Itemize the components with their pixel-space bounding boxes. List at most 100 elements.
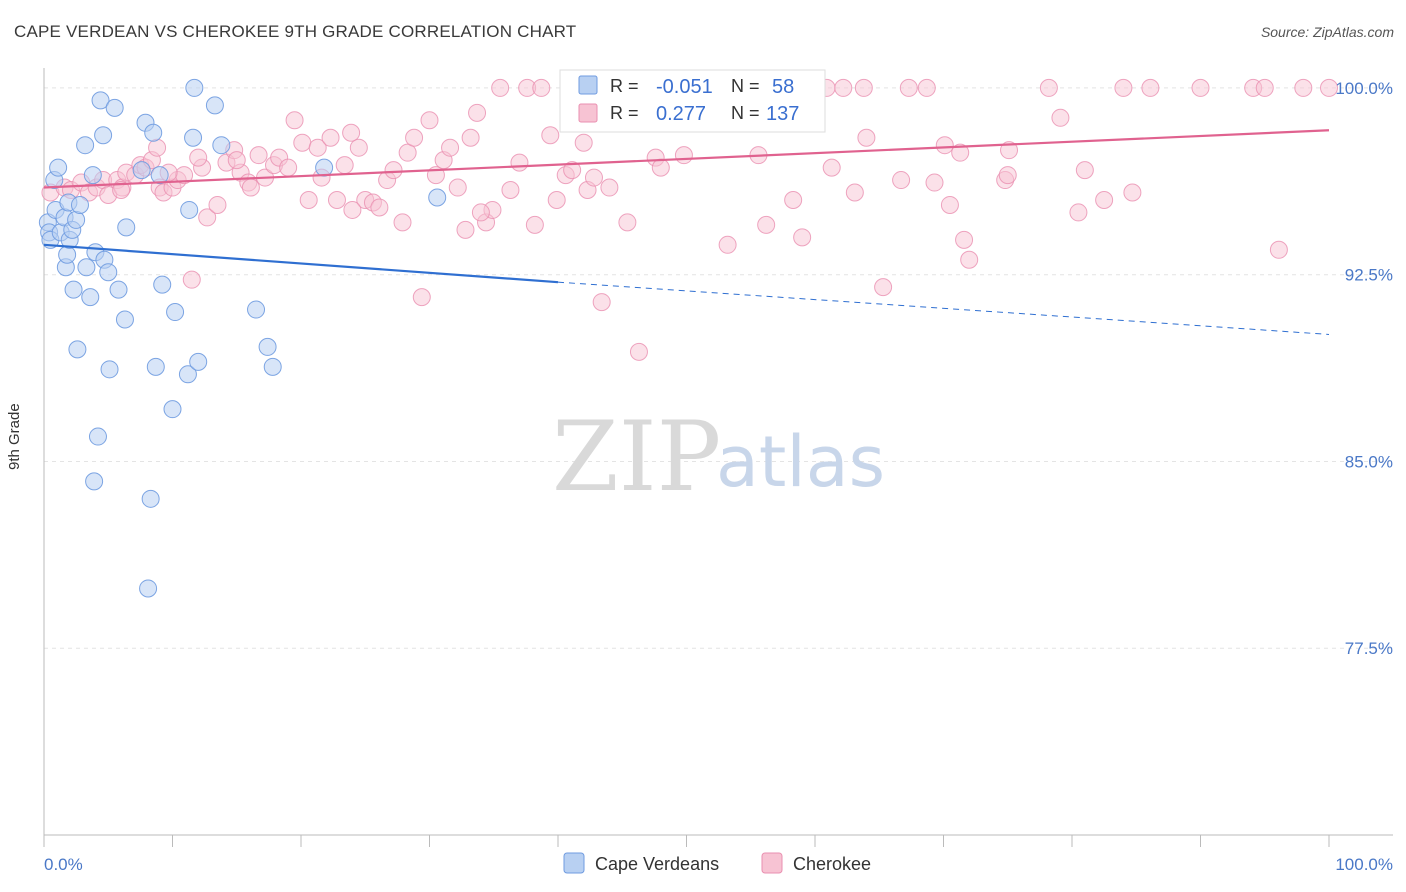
cape-verdean-point xyxy=(185,78,204,97)
y-tick-label: 100.0% xyxy=(1335,79,1393,98)
cape-verdean-point xyxy=(146,357,165,376)
watermark-atlas: atlas xyxy=(716,421,885,503)
stats-n-value-blue: 58 xyxy=(772,76,794,98)
cape-verdean-point xyxy=(70,195,89,214)
cape-verdean-point xyxy=(88,427,107,446)
cherokee-point xyxy=(718,235,737,254)
cherokee-point xyxy=(998,166,1017,185)
cherokee-point xyxy=(651,158,670,177)
cherokee-point xyxy=(1294,78,1313,97)
cherokee-point xyxy=(227,151,246,170)
cape-verdean-trend-extension xyxy=(557,281,1330,335)
cape-verdean-point xyxy=(76,136,95,155)
cape-verdean-point xyxy=(49,158,68,177)
cape-verdean-point xyxy=(263,357,282,376)
cherokee-point xyxy=(1123,183,1142,202)
cape-verdean-point xyxy=(68,340,87,359)
cape-verdean-point xyxy=(315,158,334,177)
legend-swatch-blue xyxy=(563,852,585,874)
cape-verdean-point xyxy=(166,303,185,322)
cape-verdean-point xyxy=(428,188,447,207)
stats-r-value-blue: -0.051 xyxy=(656,76,713,98)
stats-box: R = -0.051 N = 58 R = 0.277 N = 137 xyxy=(559,69,826,133)
cape-verdean-point xyxy=(141,489,160,508)
source-label: Source: ZipAtlas.com xyxy=(1260,24,1394,40)
cape-verdean-point xyxy=(144,123,163,142)
cherokee-point xyxy=(343,200,362,219)
watermark: ZIP atlas xyxy=(552,401,885,513)
cherokee-point xyxy=(412,288,431,307)
cherokee-point xyxy=(335,156,354,175)
cherokee-point xyxy=(1069,203,1088,222)
cherokee-point xyxy=(189,148,208,167)
cherokee-point xyxy=(279,158,298,177)
cherokee-points xyxy=(41,78,1338,361)
cherokee-point xyxy=(241,178,260,197)
cherokee-point xyxy=(793,228,812,247)
legend-label-cherokee: Cherokee xyxy=(793,854,871,874)
cape-verdean-point xyxy=(247,300,266,319)
x-tick-label: 100.0% xyxy=(1335,855,1393,874)
cape-verdean-point xyxy=(100,360,119,379)
cape-verdean-point xyxy=(85,472,104,491)
cherokee-point xyxy=(674,146,693,165)
cape-verdean-point xyxy=(205,96,224,115)
cherokee-point xyxy=(1114,78,1133,97)
cherokee-point xyxy=(405,128,424,147)
cape-verdean-point xyxy=(99,263,118,282)
cherokee-point xyxy=(925,173,944,192)
cape-verdean-point xyxy=(64,280,83,299)
cherokee-point xyxy=(456,220,475,239)
cherokee-point xyxy=(822,158,841,177)
cherokee-point xyxy=(208,195,227,214)
cherokee-point xyxy=(629,342,648,361)
cherokee-point xyxy=(1051,108,1070,127)
y-tick-label: 92.5% xyxy=(1345,266,1393,285)
cape-verdean-point xyxy=(91,91,110,110)
cherokee-point xyxy=(510,153,529,172)
legend: Cape Verdeans Cherokee xyxy=(563,852,871,874)
cherokee-point xyxy=(532,78,551,97)
cherokee-point xyxy=(468,103,487,122)
cherokee-point xyxy=(899,78,918,97)
cape-verdean-point xyxy=(115,310,134,329)
stats-r-label: R = xyxy=(610,103,639,123)
cape-verdean-point xyxy=(258,337,277,356)
stats-swatch-pink xyxy=(578,103,598,123)
cherokee-point xyxy=(935,136,954,155)
cherokee-point xyxy=(285,111,304,130)
cherokee-point xyxy=(854,78,873,97)
cherokee-point xyxy=(491,78,510,97)
chart-title: CAPE VERDEAN VS CHEROKEE 9TH GRADE CORRE… xyxy=(14,22,577,41)
cherokee-point xyxy=(384,161,403,180)
cape-verdean-point xyxy=(109,280,128,299)
cape-verdean-point xyxy=(178,365,197,384)
x-tick-label: 0.0% xyxy=(44,855,83,874)
legend-label-cape-verdeans: Cape Verdeans xyxy=(595,854,719,874)
cherokee-point xyxy=(940,195,959,214)
cherokee-point xyxy=(1075,161,1094,180)
cherokee-point xyxy=(398,143,417,162)
cherokee-point xyxy=(1039,78,1058,97)
cape-verdean-point xyxy=(139,579,158,598)
cherokee-point xyxy=(525,215,544,234)
cherokee-point xyxy=(393,213,412,232)
cherokee-point xyxy=(349,138,368,157)
cherokee-point xyxy=(293,133,312,152)
x-tick-labels: 0.0% 100.0% xyxy=(44,855,1393,874)
cape-verdean-point xyxy=(163,400,182,419)
cherokee-point xyxy=(420,111,439,130)
cherokee-point xyxy=(1269,240,1288,259)
cherokee-point xyxy=(917,78,936,97)
cherokee-point xyxy=(584,168,603,187)
cape-verdean-point xyxy=(189,352,208,371)
cherokee-point xyxy=(892,171,911,190)
cape-verdean-points xyxy=(38,78,447,598)
cherokee-point xyxy=(955,230,974,249)
stats-r-label: R = xyxy=(610,76,639,96)
cherokee-point xyxy=(321,128,340,147)
cherokee-point xyxy=(1191,78,1210,97)
cape-verdean-point xyxy=(83,166,102,185)
cape-verdean-point xyxy=(180,200,199,219)
cherokee-point xyxy=(441,138,460,157)
